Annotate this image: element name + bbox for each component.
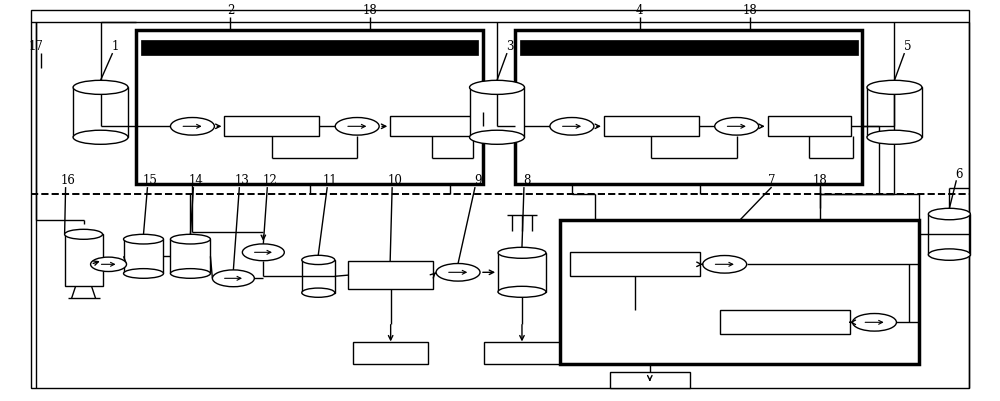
Bar [768,117,851,136]
Circle shape [715,118,759,136]
Bar [570,253,700,277]
Text: 4: 4 [636,4,644,17]
Bar [484,342,559,365]
Bar [390,117,473,136]
Circle shape [212,270,254,287]
Ellipse shape [302,256,335,265]
Text: 7: 7 [768,174,775,187]
Bar [470,88,524,138]
Text: 3: 3 [506,40,514,53]
Text: 10: 10 [388,174,403,187]
Bar [65,235,103,287]
Bar [928,215,970,255]
Bar [124,239,163,274]
Ellipse shape [498,248,546,259]
Bar [515,31,862,185]
Bar [604,117,699,136]
Bar [560,221,919,365]
Ellipse shape [470,131,524,145]
Bar [720,310,850,334]
Text: 18: 18 [742,4,757,17]
Bar [498,253,546,292]
Circle shape [335,118,379,136]
Bar [224,117,319,136]
Ellipse shape [124,235,163,244]
Bar [353,342,428,365]
Text: 11: 11 [323,174,338,187]
Bar [348,261,433,290]
Ellipse shape [867,131,922,145]
Text: 17: 17 [28,40,43,53]
Ellipse shape [65,230,103,240]
Text: 5: 5 [904,40,911,53]
Ellipse shape [170,269,210,279]
Text: 9: 9 [474,174,482,187]
Ellipse shape [73,131,128,145]
Text: 1: 1 [112,40,119,53]
Bar [170,239,210,274]
Text: 14: 14 [189,174,204,187]
Bar [302,260,335,293]
Circle shape [436,264,480,282]
Text: 15: 15 [143,174,158,187]
Circle shape [242,244,284,261]
Bar [136,31,483,185]
Text: 16: 16 [60,174,75,187]
Text: 6: 6 [956,167,963,180]
Text: 2: 2 [227,4,234,17]
Circle shape [703,256,747,273]
Text: 18: 18 [812,174,827,187]
Circle shape [170,118,214,136]
Ellipse shape [867,81,922,95]
Text: 12: 12 [263,174,278,187]
Bar [610,372,690,388]
Text: 8: 8 [523,174,531,187]
Ellipse shape [498,287,546,298]
Ellipse shape [124,269,163,279]
Ellipse shape [170,235,210,244]
Circle shape [550,118,594,136]
Bar [520,41,858,56]
Circle shape [91,257,127,272]
Circle shape [853,314,896,331]
Bar [73,88,128,138]
Ellipse shape [470,81,524,95]
Text: 13: 13 [235,174,250,187]
Bar [141,41,478,56]
Ellipse shape [928,209,970,220]
Ellipse shape [928,249,970,261]
Ellipse shape [302,288,335,298]
Text: 18: 18 [363,4,378,17]
Bar [867,88,922,138]
Ellipse shape [73,81,128,95]
